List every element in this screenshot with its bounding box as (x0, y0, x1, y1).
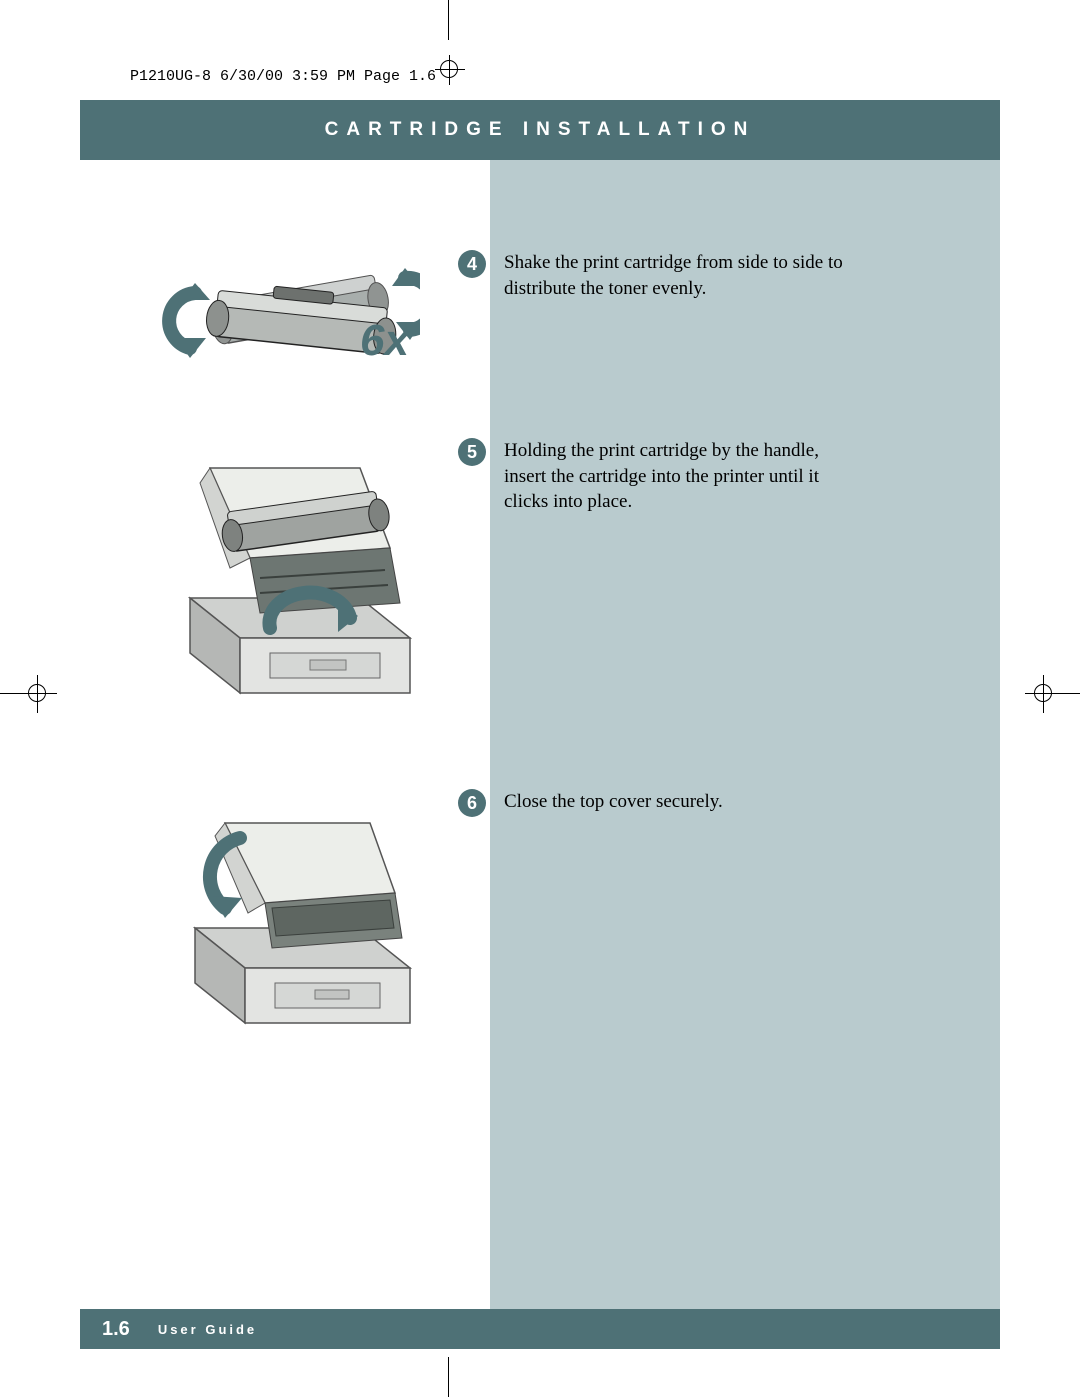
step-4: 4 Shake the print cartridge from side to… (458, 250, 864, 301)
crop-mark (440, 60, 458, 78)
crop-mark (448, 1357, 449, 1397)
step-number-badge: 6 (458, 789, 486, 817)
crop-mark (1060, 693, 1080, 694)
step-number-badge: 4 (458, 250, 486, 278)
shake-count-label: 6x (360, 316, 409, 366)
step-text: Shake the print cartridge from side to s… (504, 250, 864, 301)
crop-mark (0, 693, 20, 694)
crop-mark (448, 0, 449, 40)
step-text: Close the top cover securely. (504, 789, 723, 815)
step-5: 5 Holding the print cartridge by the han… (458, 438, 864, 515)
page-title: CARTRIDGE INSTALLATION (325, 119, 756, 141)
crop-mark (1034, 684, 1052, 702)
illustration-insert-cartridge (160, 428, 440, 708)
right-panel (490, 160, 1000, 1309)
step-number-badge: 5 (458, 438, 486, 466)
illustration-close-cover (170, 778, 440, 1038)
step-6: 6 Close the top cover securely. (458, 789, 723, 817)
document-header: P1210UG-8 6/30/00 3:59 PM Page 1.6 (130, 68, 436, 85)
footer-guide-label: User Guide (158, 1322, 257, 1337)
footer-band: 1.6 User Guide (80, 1309, 1000, 1349)
step-text: Holding the print cartridge by the handl… (504, 438, 864, 515)
footer-page-number: 1.6 (102, 1318, 130, 1341)
crop-mark (28, 684, 46, 702)
title-band: CARTRIDGE INSTALLATION (80, 100, 1000, 160)
